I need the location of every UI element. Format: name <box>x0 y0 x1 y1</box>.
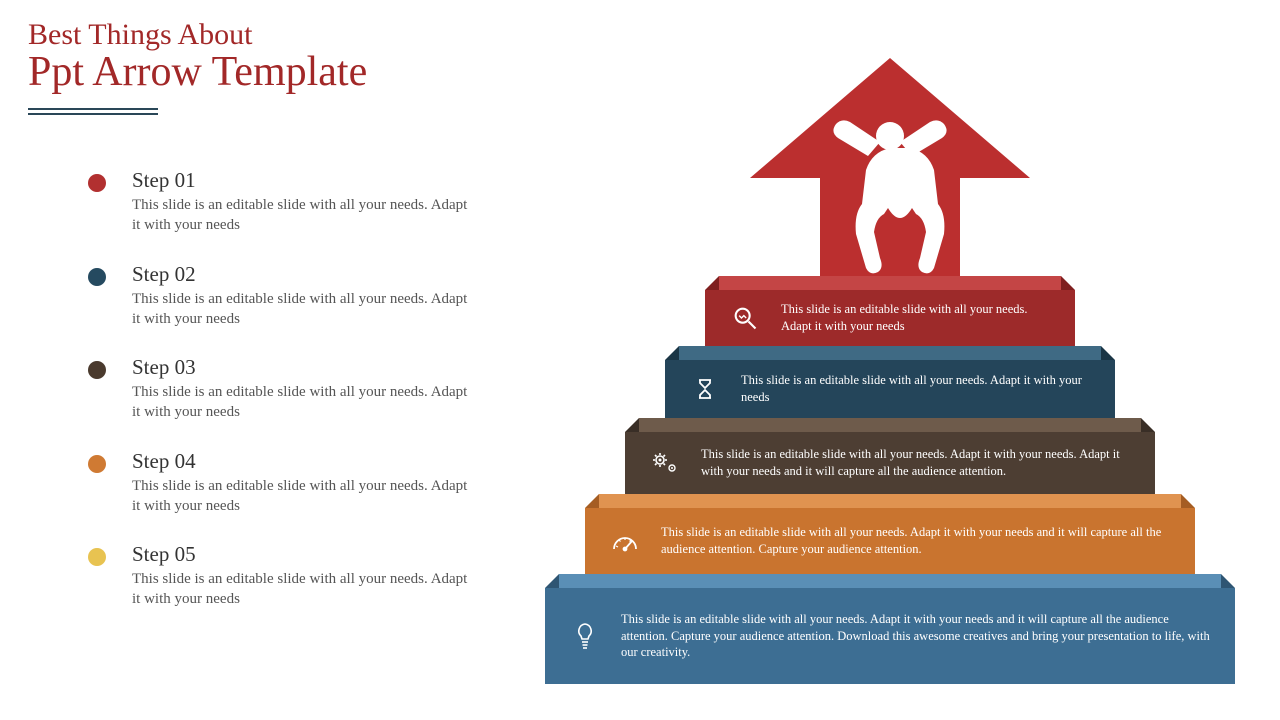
layer-top-face <box>559 574 1221 588</box>
step-item: Step 05 This slide is an editable slide … <box>88 542 468 610</box>
title-underline <box>28 108 158 114</box>
layer-body: This slide is an editable slide with all… <box>585 508 1195 574</box>
step-title: Step 01 <box>132 168 468 193</box>
title-line-2: Ppt Arrow Template <box>28 48 367 96</box>
hourglass-icon <box>677 377 733 401</box>
layer-body: This slide is an editable slide with all… <box>545 588 1235 684</box>
step-item: Step 01 This slide is an editable slide … <box>88 168 468 236</box>
arrow-top <box>750 58 1030 276</box>
layer-body: This slide is an editable slide with all… <box>665 360 1115 418</box>
layer-top-face <box>679 346 1101 360</box>
step-title: Step 05 <box>132 542 468 567</box>
step-bullet <box>88 455 106 473</box>
gauge-icon <box>597 529 653 553</box>
step-desc: This slide is an editable slide with all… <box>132 289 468 330</box>
step-item: Step 03 This slide is an editable slide … <box>88 355 468 423</box>
layer-top-face <box>599 494 1181 508</box>
step-title: Step 03 <box>132 355 468 380</box>
step-desc: This slide is an editable slide with all… <box>132 382 468 423</box>
step-desc: This slide is an editable slide with all… <box>132 476 468 517</box>
step-bullet <box>88 361 106 379</box>
slide-title: Best Things About Ppt Arrow Template <box>28 18 367 96</box>
step-desc: This slide is an editable slide with all… <box>132 195 468 236</box>
step-title: Step 02 <box>132 262 468 287</box>
step-bullet <box>88 268 106 286</box>
pyramid-diagram: This slide is an editable slide with all… <box>540 58 1240 698</box>
layer-top-face <box>719 276 1061 290</box>
pyramid-layer: This slide is an editable slide with all… <box>705 276 1075 346</box>
layer-text: This slide is an editable slide with all… <box>613 611 1211 662</box>
step-title: Step 04 <box>132 449 468 474</box>
layer-text: This slide is an editable slide with all… <box>693 446 1131 480</box>
pyramid-layer: This slide is an editable slide with all… <box>585 494 1195 574</box>
layer-body: This slide is an editable slide with all… <box>705 290 1075 346</box>
step-desc: This slide is an editable slide with all… <box>132 569 468 610</box>
magnify-icon <box>717 304 773 332</box>
layer-text: This slide is an editable slide with all… <box>733 372 1091 406</box>
pyramid-layer: This slide is an editable slide with all… <box>665 346 1115 418</box>
layer-top-face <box>639 418 1141 432</box>
step-item: Step 04 This slide is an editable slide … <box>88 449 468 517</box>
step-bullet <box>88 174 106 192</box>
layer-text: This slide is an editable slide with all… <box>653 524 1171 558</box>
pyramid-layer: This slide is an editable slide with all… <box>625 418 1155 494</box>
title-line-1: Best Things About <box>28 18 367 52</box>
layer-text: This slide is an editable slide with all… <box>773 301 1051 335</box>
step-item: Step 02 This slide is an editable slide … <box>88 262 468 330</box>
layer-body: This slide is an editable slide with all… <box>625 432 1155 494</box>
steps-list: Step 01 This slide is an editable slide … <box>88 168 468 636</box>
bulb-icon <box>557 621 613 651</box>
pyramid-layer: This slide is an editable slide with all… <box>545 574 1235 684</box>
gears-icon <box>637 450 693 476</box>
step-bullet <box>88 548 106 566</box>
